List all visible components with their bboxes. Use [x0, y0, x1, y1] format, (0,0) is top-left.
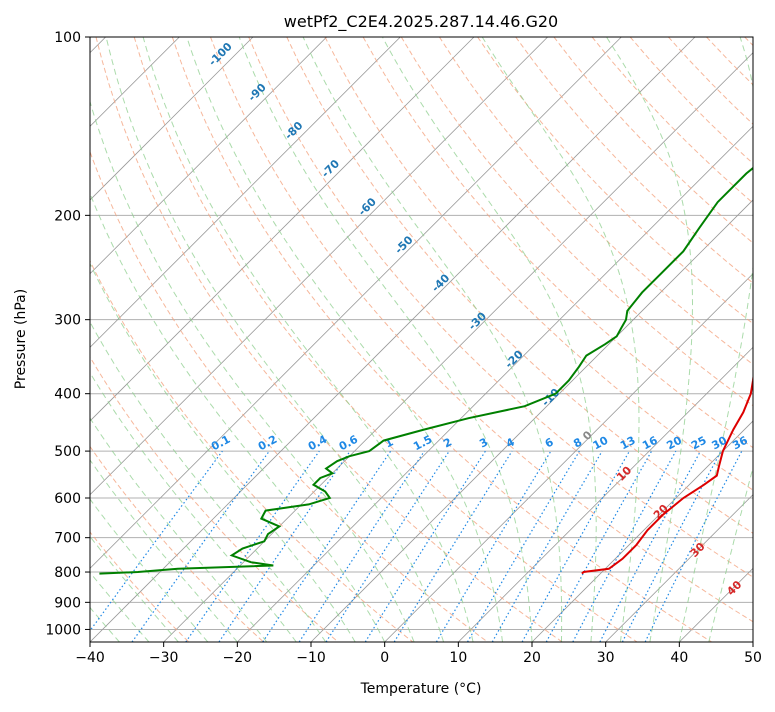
mixing-ratio-label: 0.1: [209, 433, 232, 454]
dry-adiabat-label: 40: [724, 578, 744, 598]
y-tick-label: 500: [54, 444, 81, 460]
dry-adiabat-label: -40: [429, 271, 452, 294]
y-tick-label: 900: [54, 595, 81, 611]
mixing-ratio-label: 0.6: [337, 433, 361, 454]
dry-adiabat-label: -100: [206, 40, 235, 69]
x-axis-label: Temperature (°C): [360, 681, 482, 697]
y-tick-label: 600: [54, 491, 81, 507]
moist-adiabat-line: [22, 37, 356, 642]
isotherm-line: [385, 37, 775, 642]
dry-adiabat-line: [134, 37, 637, 642]
isotherm-line: [0, 37, 327, 642]
isotherm-line: [0, 37, 400, 642]
mixing-ratio-label: 0.2: [256, 433, 279, 454]
mixing-ratio-line: [600, 451, 701, 642]
dry-adiabat-label: -20: [502, 348, 525, 371]
dry-adiabat-label: 10: [614, 464, 634, 484]
y-tick-label: 200: [54, 208, 81, 224]
moist-adiabat-line: [74, 37, 414, 642]
isotherm-line: [753, 37, 775, 642]
mixing-ratio-label: 10: [591, 434, 611, 453]
y-tick-label: 400: [54, 387, 81, 403]
dry-adiabat-line: [668, 37, 775, 642]
dry-adiabat-label: 20: [651, 502, 671, 522]
moist-adiabat-line: [0, 37, 208, 642]
dry-adiabat-line: [592, 37, 775, 642]
moist-adiabat-line: [239, 37, 532, 642]
mixing-ratio-label: 36: [730, 434, 750, 453]
x-axis: −40 −30 −20 −10 0 10 20 30 40 50: [75, 642, 762, 666]
moist-adiabat-line: [303, 37, 561, 642]
plot-frame: [90, 37, 753, 642]
mixing-ratio-label: 25: [689, 434, 709, 453]
isotherm-line: [16, 37, 621, 642]
moist-adiabat-line: [187, 37, 503, 642]
dry-adiabat-line: [0, 37, 264, 642]
moist-adiabat-line: [0, 37, 237, 642]
y-tick-label: 300: [54, 313, 81, 329]
dry-adiabat-label: -90: [246, 81, 269, 104]
mixing-ratio-line: [468, 451, 580, 642]
x-tick-label: 0: [380, 650, 389, 666]
x-tick-label: −10: [296, 650, 326, 666]
moist-adiabat-line: [382, 37, 596, 642]
mixing-ratio-label: 0.4: [306, 433, 330, 454]
mixing-ratio-line: [263, 451, 391, 642]
y-tick-label: 700: [54, 531, 81, 547]
dry-adiabat-line: [554, 37, 775, 642]
dry-adiabat-line: [58, 37, 488, 642]
x-tick-label: 30: [597, 650, 615, 666]
isotherm-line: [0, 37, 253, 642]
isotherm-line: [90, 37, 695, 642]
x-tick-label: −30: [149, 650, 179, 666]
y-tick-label: 100: [54, 30, 81, 46]
y-tick-label: 1000: [45, 622, 81, 638]
dry-adiabat-line: [363, 37, 775, 642]
moist-adiabat-line: [607, 37, 693, 642]
dry-adiabat-label: -30: [466, 309, 489, 332]
dry-adiabat-label: -70: [319, 157, 342, 180]
mixing-ratio-label: 6: [543, 435, 556, 450]
dry-adiabat-line: [707, 37, 775, 642]
y-axis: 100 200 300 400 500 600 700 800 900 1000: [45, 30, 90, 638]
moist-adiabat-line: [709, 37, 775, 642]
mixing-ratio-line: [326, 451, 449, 642]
moist-adiabat-line: [46, 37, 384, 642]
dewpoint-profile-line: [99, 37, 775, 574]
x-tick-label: 10: [449, 650, 467, 666]
x-tick-label: −40: [75, 650, 105, 666]
mixing-ratio-label: 16: [640, 434, 660, 453]
x-tick-label: 40: [670, 650, 688, 666]
chart-title: wetPf2_C2E4.2025.287.14.46.G20: [284, 12, 558, 32]
isotherm-line: [164, 37, 769, 642]
mixing-ratio-line: [82, 451, 223, 642]
moist-adiabat-line: [0, 37, 326, 642]
y-axis-label: Pressure (hPa): [13, 289, 29, 389]
y-tick-label: 800: [54, 565, 81, 581]
mixing-ratio-label: 3: [477, 435, 490, 450]
x-tick-label: 50: [744, 650, 762, 666]
isotherm-line: [532, 37, 775, 642]
isotherm-line: [0, 37, 548, 642]
x-tick-label: 20: [523, 650, 541, 666]
mixing-ratio-label: 1.5: [411, 433, 434, 454]
x-tick-label: −20: [223, 650, 253, 666]
dry-adiabat-line: [745, 37, 775, 642]
mixing-ratio-label: 2: [441, 435, 454, 450]
dry-adiabat-line: [20, 37, 413, 642]
isotherm-line: [458, 37, 775, 642]
